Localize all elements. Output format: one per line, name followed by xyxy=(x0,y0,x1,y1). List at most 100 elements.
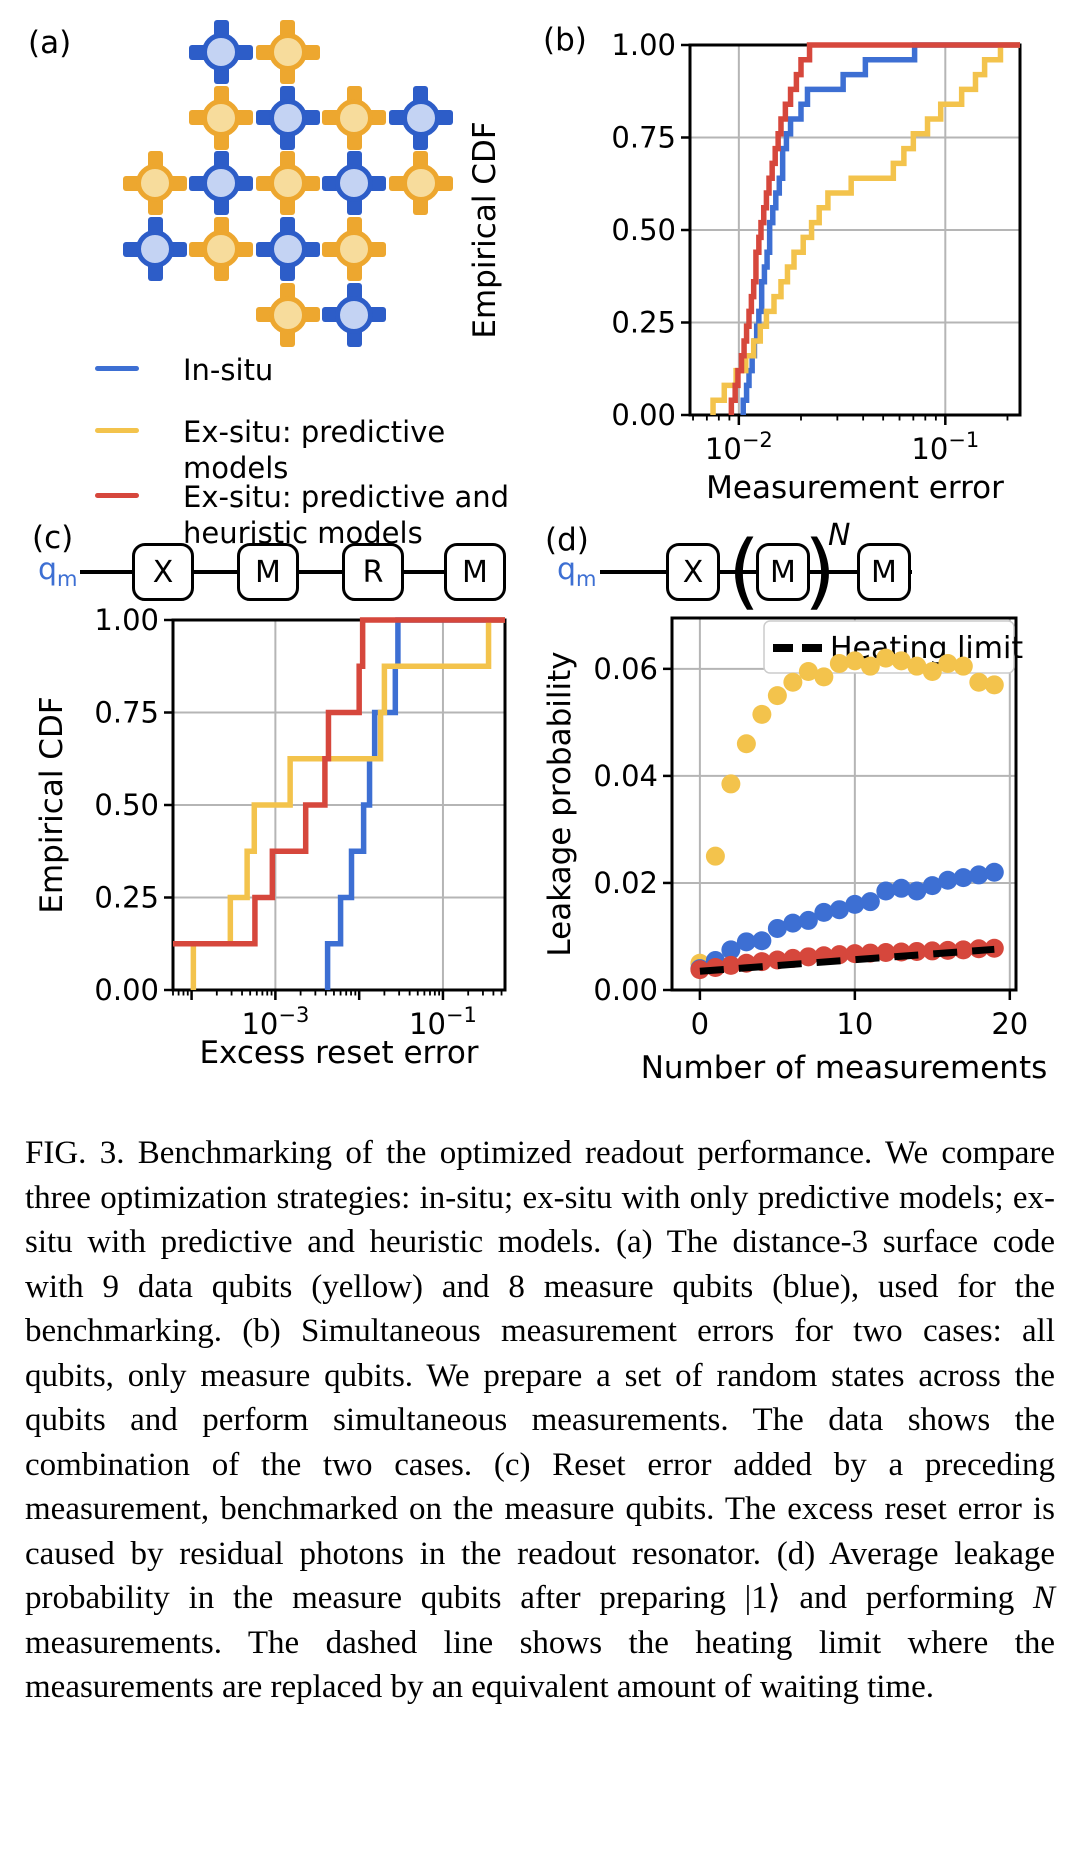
legend-line-swatch xyxy=(95,428,139,433)
marker-ex-situ-predictive-models xyxy=(969,672,989,692)
gate-m-box: M xyxy=(237,543,299,601)
marker-in-situ xyxy=(876,881,896,901)
x-tick-label: 10 xyxy=(836,1007,873,1041)
open-paren: ( xyxy=(728,524,760,619)
gate-x-box: X xyxy=(132,543,194,601)
marker-ex-situ-predictive-models xyxy=(721,774,741,794)
caption-text: FIG. 3. Benchmarking of the optimized re… xyxy=(25,1135,1055,1616)
marker-ex-situ-predictive-models xyxy=(783,672,803,692)
caption-variable-n: N xyxy=(1032,1580,1055,1616)
marker-in-situ xyxy=(783,913,803,933)
legend-item-label: In-situ xyxy=(183,353,274,387)
y-tick-label: 0.00 xyxy=(611,398,676,432)
qubit-circle xyxy=(401,98,440,137)
qubit-circle xyxy=(202,33,241,71)
qubit-wire-label: qm xyxy=(557,552,597,591)
close-paren: ) xyxy=(804,524,836,619)
qubit-wire-label: qm xyxy=(38,552,78,591)
panel-c-label: (c) xyxy=(32,520,74,556)
marker-in-situ xyxy=(984,862,1004,882)
marker-in-situ xyxy=(922,876,942,896)
marker-ex-situ-predictive-models xyxy=(891,651,911,671)
y-tick-label: 0.00 xyxy=(593,973,658,1007)
marker-in-situ xyxy=(814,902,834,922)
gate-m-box: M xyxy=(756,543,810,601)
x-tick-label: 0 xyxy=(691,1007,709,1041)
gate-m-box: M xyxy=(444,543,506,601)
y-axis-label: Empirical CDF xyxy=(467,121,503,338)
gate-m-box: M xyxy=(857,543,911,601)
figure-legend: In-situ Ex-situ: predictive models Ex-situ… xyxy=(95,352,515,550)
y-tick-label: 1.00 xyxy=(611,28,676,62)
y-tick-label: 0.04 xyxy=(593,759,658,793)
measure-qubit xyxy=(255,85,320,150)
legend-item-label: Ex-situ: predictive models xyxy=(183,415,446,485)
caption-text: measurements. The dashed line shows the … xyxy=(25,1624,1055,1706)
repeat-exponent: N xyxy=(828,518,851,553)
marker-ex-situ-predictive-models xyxy=(814,667,834,687)
x-tick-label: 10−1 xyxy=(911,428,979,466)
qubit-circle xyxy=(335,98,374,137)
ecdf-line-ex-situ-predictive-models xyxy=(190,617,505,990)
marker-ex-situ-predictive-models xyxy=(922,662,942,682)
y-axis-label: Empirical CDF xyxy=(34,696,70,913)
data-qubit xyxy=(255,282,320,347)
data-qubit xyxy=(189,217,254,282)
measure-qubit xyxy=(322,151,387,216)
marker-ex-situ-predictive-models xyxy=(953,656,973,676)
y-tick-label: 0.02 xyxy=(593,866,658,900)
marker-in-situ xyxy=(767,918,787,938)
marker-in-situ xyxy=(891,878,911,898)
y-tick-label: 0.00 xyxy=(94,973,159,1007)
surface-code-lattice xyxy=(123,20,453,347)
qubit-label-subscript: m xyxy=(57,567,78,591)
qubit-label-text: q xyxy=(557,552,577,587)
marker-ex-situ-predictive-models xyxy=(907,656,927,676)
data-qubit xyxy=(388,151,453,216)
axes-spines xyxy=(670,616,1018,992)
y-tick-label: 0.25 xyxy=(611,306,676,340)
marker-ex-situ-predictive-models xyxy=(705,846,725,866)
panel-b-label: (b) xyxy=(543,22,587,58)
x-axis-label: Measurement error xyxy=(706,470,1004,506)
ecdf-line-ex-situ-predictive-models xyxy=(710,42,1020,415)
qubit-circle xyxy=(268,164,307,203)
marker-ex-situ-predictive-models xyxy=(798,662,818,682)
qubit-circle xyxy=(136,230,174,269)
y-tick-label: 0.25 xyxy=(94,881,159,915)
measurement-error-cdf-chart: 0.00 0.25 0.50 0.75 1.00 Empirical CDF Measure… xyxy=(467,28,1022,506)
marker-in-situ xyxy=(736,932,756,952)
qubit-label-subscript: m xyxy=(576,567,597,591)
qubit-circle xyxy=(202,98,241,137)
marker-in-situ xyxy=(829,900,849,920)
qubit-circle xyxy=(401,164,440,203)
legend-item: Ex-situ: predictive models xyxy=(95,414,515,494)
marker-in-situ xyxy=(798,910,818,930)
gate-r-box: R xyxy=(342,543,404,601)
y-tick-label: 1.00 xyxy=(94,603,159,637)
marker-ex-situ-predictive-and-heuristic-models xyxy=(798,947,818,967)
measure-qubit xyxy=(123,217,187,282)
marker-ex-situ-predictive-models xyxy=(938,653,958,673)
marker-ex-situ-predictive-and-heuristic-models xyxy=(953,940,973,960)
y-tick-label: 0.06 xyxy=(593,652,658,686)
qubit-circle xyxy=(268,98,307,137)
data-qubit xyxy=(123,151,187,216)
marker-in-situ xyxy=(752,931,772,951)
gate-x-box: X xyxy=(666,543,720,601)
y-tick-label: 0.75 xyxy=(94,696,159,730)
qubit-circle xyxy=(268,295,307,334)
x-tick-label: 10−2 xyxy=(705,428,773,466)
marker-in-situ xyxy=(860,892,880,912)
measure-qubit xyxy=(388,85,453,150)
leakage-probability-chart: 0.00 0.02 0.04 0.06 Leakage probability Numbe… xyxy=(542,616,1048,1086)
x-axis-label: Number of measurements xyxy=(641,1050,1048,1086)
data-qubit xyxy=(322,217,387,282)
qubit-circle xyxy=(335,295,374,334)
x-tick-label: 20 xyxy=(991,1007,1028,1041)
series-group xyxy=(173,617,505,990)
marker-ex-situ-predictive-models xyxy=(845,651,865,671)
marker-in-situ xyxy=(969,865,989,885)
measure-qubit xyxy=(189,151,254,216)
legend-item: In-situ xyxy=(95,352,515,432)
